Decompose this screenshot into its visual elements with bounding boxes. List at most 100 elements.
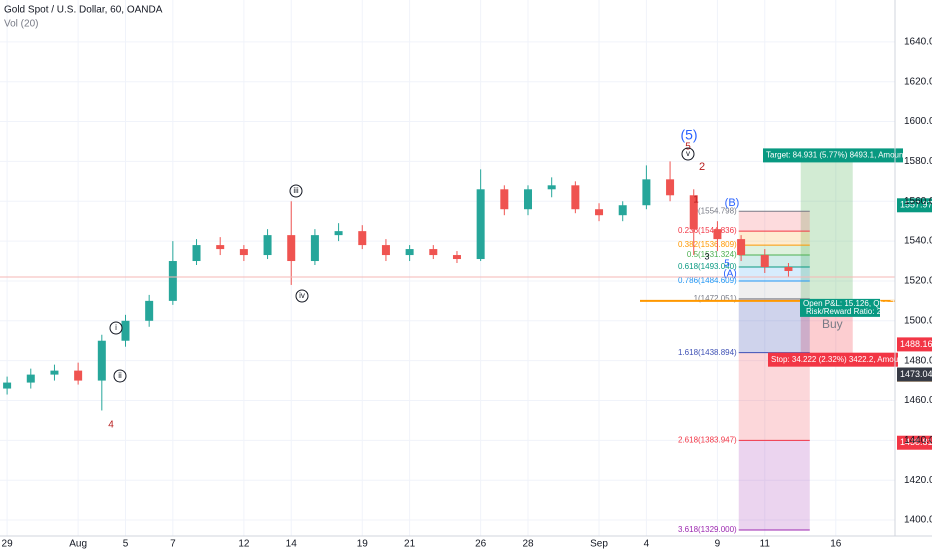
price-badge <box>897 367 932 382</box>
wave-label: 2 <box>699 161 705 173</box>
wave-label: (5) <box>680 127 697 143</box>
wave-label: i <box>115 323 117 332</box>
y-tick-label: 1440.00 <box>904 435 932 446</box>
fib-label: 0.236(1544.836) <box>678 226 737 235</box>
fib-label: 0.618(1493.040) <box>678 262 737 271</box>
stop-label-box <box>768 352 898 367</box>
fib-zone <box>738 298 810 353</box>
indicator-label: Vol (20) <box>4 19 38 30</box>
wave-label: iii <box>293 186 299 195</box>
x-tick-label: 19 <box>357 539 369 550</box>
candle-body <box>168 261 177 301</box>
candle-body <box>26 374 35 383</box>
y-tick-label: 1500.00 <box>904 315 932 326</box>
price-badge-label: 1557.97 <box>900 200 932 210</box>
price-badge <box>897 198 932 213</box>
candle-body <box>145 300 154 321</box>
candle-body <box>310 235 319 262</box>
zones: 0(1554.798) 0.236(1544.836) 0.382(1536.809… <box>678 161 853 534</box>
fib-label: 0.786(1484.609) <box>678 276 737 285</box>
wave-label: 3 <box>704 251 709 261</box>
candle-body <box>239 249 248 256</box>
wave-label: (A) <box>723 269 736 280</box>
y-tick-label: 1520.00 <box>904 276 932 287</box>
y-tick-label: 1560.00 <box>904 196 932 207</box>
fib-label: 0.382(1536.809) <box>678 240 737 249</box>
wave-label: 4 <box>108 420 114 431</box>
fib-zone <box>738 267 810 281</box>
target-label: Target: 84.931 (5.77%) 8493.1, Amount: 1… <box>766 151 920 160</box>
fib-zone <box>738 245 810 256</box>
candle-body <box>97 340 106 381</box>
candle-body <box>3 382 12 389</box>
candle-body <box>737 239 746 256</box>
x-tick-label: 11 <box>760 539 771 550</box>
wave-circle <box>113 369 127 383</box>
x-tick-label: 5 <box>123 539 129 550</box>
y-tick-label: 1420.00 <box>904 475 932 486</box>
candle-body <box>381 245 390 256</box>
price-badge <box>897 337 932 352</box>
candle-body <box>334 231 343 236</box>
fib-label: 2.618(1383.947) <box>678 435 737 444</box>
wave-label: 1 <box>693 195 699 206</box>
y-tick-label: 1480.00 <box>904 355 932 366</box>
y-tick-label: 1600.00 <box>904 116 932 127</box>
candle-body <box>784 267 793 271</box>
rr-label: Risk/Reward Ratio: 2.48 <box>806 307 893 316</box>
chart-title: Gold Spot / U.S. Dollar, 60, OANDA <box>4 5 163 16</box>
candle-body <box>547 185 556 190</box>
candle-body <box>571 185 580 210</box>
candle-body <box>500 189 509 210</box>
side-label: Buy <box>822 317 843 331</box>
pnl-box <box>800 298 880 317</box>
candle-body <box>429 249 438 256</box>
x-tick-label: 9 <box>715 539 721 550</box>
candle-body <box>287 235 296 262</box>
fib-label: 1.618(1438.894) <box>678 348 737 357</box>
candle-body <box>50 370 59 375</box>
wave-label: iv <box>299 291 305 300</box>
x-tick-label: 4 <box>644 539 650 550</box>
price-badge-label: 1473.04 <box>900 369 932 379</box>
y-tick-label: 1460.00 <box>904 395 932 406</box>
candle-body <box>618 205 627 216</box>
wave-label: 5 <box>685 142 691 153</box>
y-tick-label: 1620.00 <box>904 76 932 87</box>
pnl-label: Open P&L: 15.126, Qty: 7 <box>803 299 895 308</box>
candle-body <box>74 370 83 381</box>
candle-body <box>476 189 485 260</box>
price-badge-label: 1488.16 <box>900 339 932 349</box>
candle-body <box>760 255 769 268</box>
fib-zone <box>738 211 810 232</box>
candle-body <box>121 320 130 341</box>
fib-zone <box>738 231 810 246</box>
fib-label: 3.618(1329.000) <box>678 525 737 534</box>
x-tick-label: 14 <box>286 539 298 550</box>
y-tick-label: 1400.00 <box>904 515 932 526</box>
wave-label: (B) <box>725 197 740 209</box>
wave-circle <box>295 289 309 303</box>
overlays: Target: 84.931 (5.77%) 8493.1, Amount: 1… <box>0 127 932 450</box>
candle-body <box>405 249 414 256</box>
fib-label: 0(1554.798) <box>694 206 737 215</box>
candle-body <box>192 245 201 262</box>
fib-zone <box>738 352 810 441</box>
fib-zone <box>738 280 810 299</box>
grid <box>0 0 895 536</box>
candle-body <box>595 209 604 216</box>
y-tick-label: 1580.00 <box>904 156 932 167</box>
x-tick-label: Aug <box>69 539 87 550</box>
candle-body <box>666 179 675 196</box>
price-badge <box>897 435 932 450</box>
x-tick-label: 16 <box>830 539 842 550</box>
wave-circle <box>109 321 123 335</box>
x-tick-label: 26 <box>475 539 487 550</box>
candle-body <box>689 195 698 230</box>
x-tick-label: 21 <box>404 539 416 550</box>
candle-body <box>642 179 651 206</box>
wave-circle <box>681 147 695 161</box>
fib-zone <box>738 255 810 268</box>
